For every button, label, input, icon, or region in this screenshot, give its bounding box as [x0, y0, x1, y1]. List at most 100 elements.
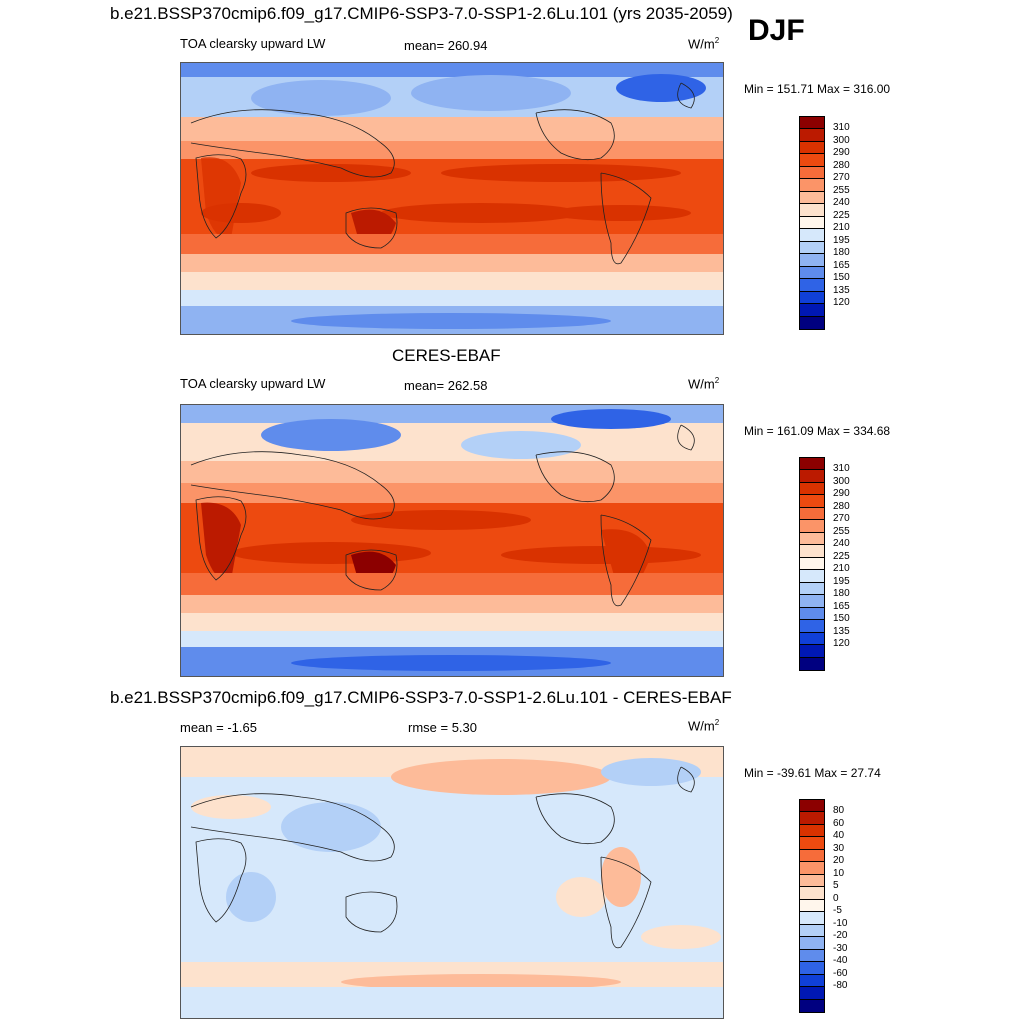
colorbar-swatch	[800, 949, 824, 963]
colorbar-swatch	[800, 316, 824, 329]
panel-1-variable: TOA clearsky upward LW	[180, 36, 326, 51]
colorbar-tick-label: 310	[833, 122, 850, 134]
colorbar-tick-label: 120	[833, 638, 850, 650]
colorbar-tick-label: 300	[833, 134, 850, 146]
colorbar-swatch	[800, 154, 824, 167]
colorbar-swatch	[800, 582, 824, 596]
colorbar-swatch	[800, 849, 824, 863]
colorbar-tick-label: -80	[833, 980, 848, 992]
colorbar-swatch	[800, 557, 824, 571]
colorbar-swatch	[800, 645, 824, 658]
colorbar-swatch	[800, 141, 824, 155]
panel-2-title: CERES-EBAF	[392, 346, 501, 365]
colorbar-swatch	[800, 279, 824, 292]
colorbar-tick-label: 180	[833, 247, 850, 259]
panel-1-map	[180, 62, 724, 335]
colorbar-swatch	[800, 899, 824, 913]
colorbar-tick-label: 255	[833, 184, 850, 196]
colorbar-tick-label: 150	[833, 272, 850, 284]
colorbar-swatch	[800, 837, 824, 850]
colorbar-tick-label: 290	[833, 147, 850, 159]
colorbar-swatch	[800, 632, 824, 646]
colorbar-swatch	[800, 999, 824, 1012]
panel-1-title: b.e21.BSSP370cmip6.f09_g17.CMIP6-SSP3-7.…	[110, 4, 733, 23]
colorbar-swatch	[800, 595, 824, 608]
colorbar-tick-label: -60	[833, 967, 848, 979]
panel-2-mean: mean= 262.58	[404, 378, 488, 393]
colorbar-swatch	[800, 191, 824, 205]
colorbar-tick-label: 280	[833, 159, 850, 171]
colorbar-swatch	[800, 229, 824, 242]
panel-3-mean: mean = -1.65	[180, 720, 257, 735]
colorbar-tick-label: 0	[833, 892, 839, 904]
colorbar-swatch	[800, 241, 824, 255]
colorbar-swatch	[800, 291, 824, 305]
colorbar-swatch	[800, 520, 824, 533]
colorbar-swatch	[800, 862, 824, 875]
colorbar-swatch	[800, 117, 824, 130]
colorbar-tick-label: 270	[833, 172, 850, 184]
colorbar-1-labels: 310 300 290 280 270 255 240 225 210 195 180 165 150 1…	[833, 116, 873, 328]
panel-1-minmax: Min = 151.71 Max = 316.00	[744, 82, 891, 96]
panel-1-mean: mean= 260.94	[404, 38, 488, 53]
colorbar-tick-label: 165	[833, 259, 850, 271]
colorbar-swatch	[800, 179, 824, 192]
panel-3-rmse: rmse = 5.30	[408, 720, 478, 735]
colorbar-tick-label: 60	[833, 817, 845, 829]
colorbar-tick-label: 135	[833, 284, 850, 296]
colorbar-swatch	[800, 874, 824, 888]
colorbar-tick-label: -30	[833, 942, 848, 954]
colorbar-tick-label: 240	[833, 197, 850, 209]
colorbar-swatch	[800, 545, 824, 558]
colorbar-tick-label: -20	[833, 930, 848, 942]
colorbar-swatch	[800, 495, 824, 508]
colorbar-2	[799, 457, 825, 671]
colorbar-3-labels: 80 60 40 30 20 10 5 0 -5 -10 -20 -30 -40 -60 -80	[833, 799, 873, 1011]
colorbar-swatch	[800, 254, 824, 267]
colorbar-tick-label: 240	[833, 538, 850, 550]
panel-3-map	[180, 746, 724, 1019]
colorbar-tick-label: 40	[833, 830, 845, 842]
colorbar-tick-label: 270	[833, 513, 850, 525]
colorbar-swatch	[800, 824, 824, 838]
panel-2-variable: TOA clearsky upward LW	[180, 376, 326, 391]
colorbar-tick-label: 210	[833, 222, 850, 234]
panel-2-map	[180, 404, 724, 677]
panel-3-title: b.e21.BSSP370cmip6.f09_g17.CMIP6-SSP3-7.…	[110, 688, 732, 707]
colorbar-tick-label: 180	[833, 588, 850, 600]
colorbar-swatch	[800, 129, 824, 142]
colorbar-swatch	[800, 570, 824, 583]
colorbar-3	[799, 799, 825, 1013]
panel-3-minmax: Min = -39.61 Max = 27.74	[744, 766, 881, 780]
colorbar-tick-label: 280	[833, 500, 850, 512]
colorbar-swatch	[800, 657, 824, 670]
colorbar-swatch	[800, 620, 824, 633]
colorbar-swatch	[800, 204, 824, 217]
colorbar-tick-label: 195	[833, 575, 850, 587]
colorbar-swatch	[800, 482, 824, 496]
colorbar-swatch	[800, 962, 824, 975]
colorbar-swatch	[800, 507, 824, 521]
colorbar-swatch	[800, 887, 824, 900]
colorbar-swatch	[800, 266, 824, 280]
colorbar-swatch	[800, 470, 824, 483]
colorbar-swatch	[800, 304, 824, 317]
colorbar-tick-label: 255	[833, 525, 850, 537]
colorbar-swatch	[800, 812, 824, 825]
colorbar-swatch	[800, 912, 824, 925]
panel-2-units: W/m2	[688, 376, 720, 392]
colorbar-tick-label: 120	[833, 297, 850, 309]
colorbar-1	[799, 116, 825, 330]
colorbar-swatch	[800, 607, 824, 621]
colorbar-swatch	[800, 458, 824, 471]
season-label: DJF	[748, 14, 805, 47]
colorbar-swatch	[800, 216, 824, 230]
panel-3-units: W/m2	[688, 718, 720, 734]
colorbar-swatch	[800, 166, 824, 180]
panel-2-minmax: Min = 161.09 Max = 334.68	[744, 424, 891, 438]
panel-1-units: W/m2	[688, 36, 720, 52]
colorbar-tick-label: 225	[833, 550, 850, 562]
colorbar-tick-label: 290	[833, 488, 850, 500]
colorbar-tick-label: 310	[833, 463, 850, 475]
colorbar-swatch	[800, 974, 824, 988]
